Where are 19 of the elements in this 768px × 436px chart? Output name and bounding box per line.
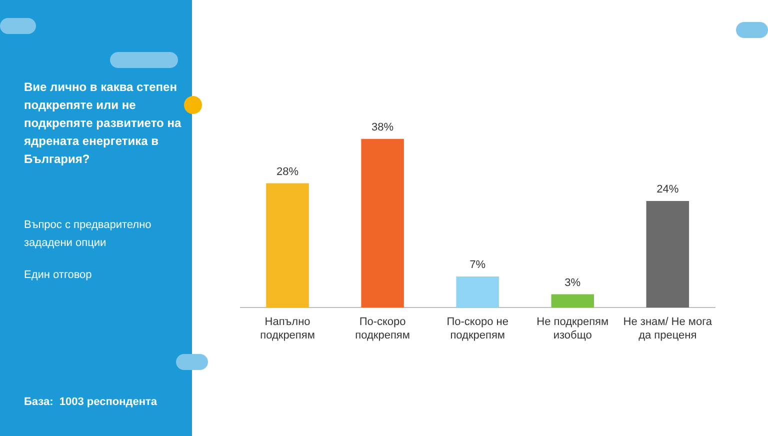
bar bbox=[551, 294, 594, 308]
x-tick-label: По-скоро не подкрепям bbox=[446, 316, 508, 342]
x-tick-label: Не знам/ Не мога да преценя bbox=[623, 316, 713, 342]
data-label: 28% bbox=[276, 166, 299, 178]
text: Вие лично в каква степен подкрепяте или не подкрепяте развитието на ядрената енергетика в България? bbox=[24, 79, 182, 168]
bar bbox=[456, 276, 499, 308]
text: Въпрос с предварително зададени опции bbox=[24, 218, 152, 251]
x-tick-label: По-скоро подкрепям bbox=[355, 316, 410, 342]
x-tick-label: Напълно подкрепям bbox=[260, 316, 315, 342]
data-label: 7% bbox=[470, 259, 486, 272]
x-tick-label: Не подкрепям изобщо bbox=[536, 316, 609, 342]
bar bbox=[646, 201, 690, 308]
data-label: 3% bbox=[564, 276, 581, 289]
data-label: 38% bbox=[372, 121, 394, 134]
text: База: 1003 респондента bbox=[24, 396, 157, 408]
bar bbox=[361, 138, 404, 308]
bar bbox=[266, 183, 309, 308]
data-label: 24% bbox=[656, 184, 679, 196]
text: Един отговор bbox=[24, 268, 93, 283]
